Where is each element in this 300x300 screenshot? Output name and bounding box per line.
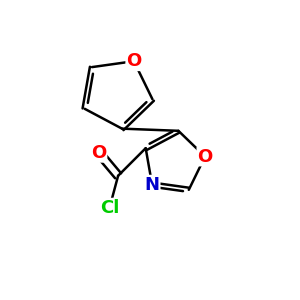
Text: N: N (145, 176, 160, 194)
Text: Cl: Cl (100, 199, 119, 217)
Text: O: O (91, 144, 106, 162)
Text: O: O (126, 52, 142, 70)
Text: O: O (197, 148, 213, 166)
